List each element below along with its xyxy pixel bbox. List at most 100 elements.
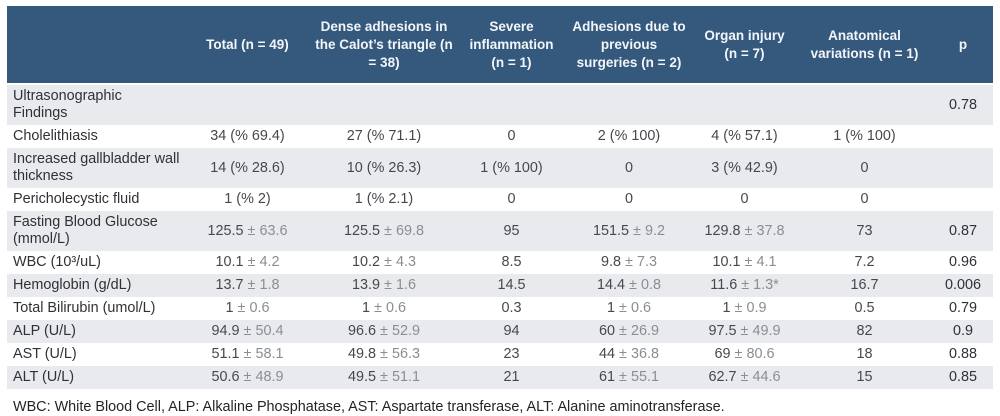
value-cell: 1 ± 0.9 bbox=[722, 300, 767, 316]
value-cell: 10.1 ± 4.1 bbox=[712, 254, 777, 270]
group-column-header: Organ injury (n = 7) bbox=[693, 6, 796, 85]
row-label: Hemoglobin (g/dL) bbox=[13, 277, 132, 293]
row-label: ALP (U/L) bbox=[13, 323, 76, 339]
row-label: Pericholecystic fluid bbox=[13, 191, 140, 207]
table-row: Fasting Blood Glucose (mmol/L) 125.5 ± 63… bbox=[7, 211, 993, 251]
value-cell bbox=[565, 84, 693, 125]
value-cell: 14.5 bbox=[497, 277, 526, 293]
p-column-header: p bbox=[933, 6, 993, 85]
group-column-header: Severe inflammation (n = 1) bbox=[458, 6, 565, 85]
p-value-cell: 0.006 bbox=[944, 277, 981, 293]
p-value-cell: 0.85 bbox=[948, 369, 977, 385]
value-cell: 96.6 ± 52.9 bbox=[348, 323, 420, 339]
value-cell: 2 (% 100) bbox=[597, 128, 661, 144]
value-cell: 1 (% 100) bbox=[480, 159, 543, 176]
value-cell: 129.8 ± 37.8 bbox=[704, 222, 785, 239]
value-cell: 27 (% 71.1) bbox=[346, 128, 422, 144]
value-cell: 125.5 ± 63.6 bbox=[207, 222, 288, 239]
value-cell: 0.3 bbox=[501, 300, 522, 316]
value-cell: 44 ± 36.8 bbox=[599, 346, 659, 362]
value-cell: 7.2 bbox=[854, 254, 875, 270]
table-row: Pericholecystic fluid 1 (% 2) 1 (% 2.1) 0 0 0… bbox=[7, 188, 993, 211]
table-row: Ultrasonographic Findings 0.78 bbox=[7, 84, 993, 125]
value-cell: 34 (% 69.4) bbox=[210, 128, 285, 144]
table-row: Increased gallbladder wall thickness 14 (… bbox=[7, 148, 993, 188]
value-cell: 13.9 ± 1.6 bbox=[352, 277, 416, 293]
value-cell: 49.5 ± 51.1 bbox=[348, 369, 420, 385]
value-cell: 21 bbox=[503, 369, 520, 385]
findings-table: Total (n = 49) Dense adhesions in the Cal… bbox=[7, 6, 993, 389]
value-cell: 13.7 ± 1.8 bbox=[215, 277, 280, 293]
p-value-cell: 0.9 bbox=[952, 323, 973, 339]
value-cell bbox=[458, 84, 565, 125]
row-label: Fasting Blood Glucose (mmol/L) bbox=[13, 214, 158, 247]
row-label: ALT (U/L) bbox=[13, 369, 75, 385]
p-value-cell bbox=[933, 125, 993, 148]
table-header: Total (n = 49) Dense adhesions in the Cal… bbox=[7, 6, 993, 85]
value-cell: 151.5 ± 9.2 bbox=[593, 222, 665, 239]
value-cell: 1 ± 0.6 bbox=[362, 300, 406, 316]
value-cell: 0 bbox=[507, 191, 516, 207]
value-cell: 0 bbox=[624, 191, 633, 207]
value-cell: 82 bbox=[856, 323, 873, 339]
table-row: ALP (U/L) 94.9 ± 50.4 96.6 ± 52.9 94 60 ± 26… bbox=[7, 320, 993, 343]
table-row: AST (U/L) 51.1 ± 58.1 49.8 ± 56.3 23 44 ± 36… bbox=[7, 343, 993, 366]
value-cell: 1 (% 100) bbox=[833, 128, 896, 144]
group-column-header: Adhesions due to previous surgeries (n =… bbox=[565, 6, 693, 85]
value-cell: 0 bbox=[624, 159, 633, 176]
value-cell: 125.5 ± 69.8 bbox=[344, 222, 424, 239]
value-cell: 1 (% 2) bbox=[224, 191, 271, 207]
value-cell: 51.1 ± 58.1 bbox=[211, 346, 284, 362]
value-cell: 10.1 ± 4.2 bbox=[215, 254, 280, 270]
value-cell bbox=[310, 84, 458, 125]
value-cell: 10 (% 26.3) bbox=[346, 159, 422, 176]
row-label: Total Bilirubin (umol/L) bbox=[13, 300, 156, 316]
p-value-cell: 0.96 bbox=[948, 254, 977, 270]
p-value-cell: 0.78 bbox=[948, 96, 977, 113]
p-value-cell bbox=[933, 148, 993, 188]
table-row: WBC (10³/uL) 10.1 ± 4.2 10.2 ± 4.3 8.5 9.8 ±… bbox=[7, 251, 993, 274]
value-cell: 8.5 bbox=[501, 254, 522, 270]
value-cell: 11.6 ± 1.3* bbox=[710, 277, 779, 293]
value-cell: 97.5 ± 49.9 bbox=[708, 323, 781, 339]
p-value-cell: 0.87 bbox=[948, 222, 977, 239]
value-cell: 95 bbox=[503, 222, 520, 239]
value-cell: 49.8 ± 56.3 bbox=[348, 346, 420, 362]
table-row: Cholelithiasis 34 (% 69.4) 27 (% 71.1) 0 2 (… bbox=[7, 125, 993, 148]
value-cell: 15 bbox=[856, 369, 873, 385]
row-label-column-header bbox=[7, 6, 185, 85]
value-cell: 1 (% 2.1) bbox=[354, 191, 414, 207]
table-body: Ultrasonographic Findings 0.78 Cholelithia… bbox=[7, 84, 993, 389]
value-cell bbox=[693, 84, 796, 125]
p-value-cell: 0.88 bbox=[948, 346, 977, 362]
p-value-cell bbox=[933, 188, 993, 211]
value-cell: 4 (% 57.1) bbox=[711, 128, 778, 144]
row-label: Cholelithiasis bbox=[13, 128, 98, 144]
row-label: AST (U/L) bbox=[13, 346, 77, 362]
value-cell: 9.8 ± 7.3 bbox=[601, 254, 657, 270]
value-cell: 1 ± 0.6 bbox=[225, 300, 270, 316]
group-column-header: Dense adhesions in the Calot’s triangle … bbox=[310, 6, 458, 85]
value-cell: 50.6 ± 48.9 bbox=[211, 369, 284, 385]
value-cell: 3 (% 42.9) bbox=[711, 159, 778, 176]
value-cell bbox=[796, 84, 933, 125]
row-label: Ultrasonographic Findings bbox=[13, 88, 122, 121]
value-cell: 69 ± 80.6 bbox=[714, 346, 775, 362]
p-value-cell: 0.79 bbox=[948, 300, 977, 316]
group-column-header: Anatomical variations (n = 1) bbox=[796, 6, 933, 85]
group-column-header: Total (n = 49) bbox=[185, 6, 310, 85]
value-cell: 61 ± 55.1 bbox=[599, 369, 659, 385]
header-row: Total (n = 49) Dense adhesions in the Cal… bbox=[7, 6, 993, 85]
value-cell: 60 ± 26.9 bbox=[599, 323, 659, 339]
table-footnote: WBC: White Blood Cell, ALP: Alkaline Pho… bbox=[13, 399, 725, 415]
value-cell: 18 bbox=[856, 346, 873, 362]
value-cell: 14.4 ± 0.8 bbox=[597, 277, 661, 293]
row-label: Increased gallbladder wall thickness bbox=[13, 151, 180, 184]
value-cell: 0 bbox=[860, 159, 869, 176]
value-cell: 0 bbox=[507, 128, 516, 144]
value-cell: 0 bbox=[740, 191, 749, 207]
value-cell: 1 ± 0.6 bbox=[607, 300, 651, 316]
value-cell: 73 bbox=[856, 222, 873, 239]
table-row: Total Bilirubin (umol/L) 1 ± 0.6 1 ± 0.6 0.… bbox=[7, 297, 993, 320]
